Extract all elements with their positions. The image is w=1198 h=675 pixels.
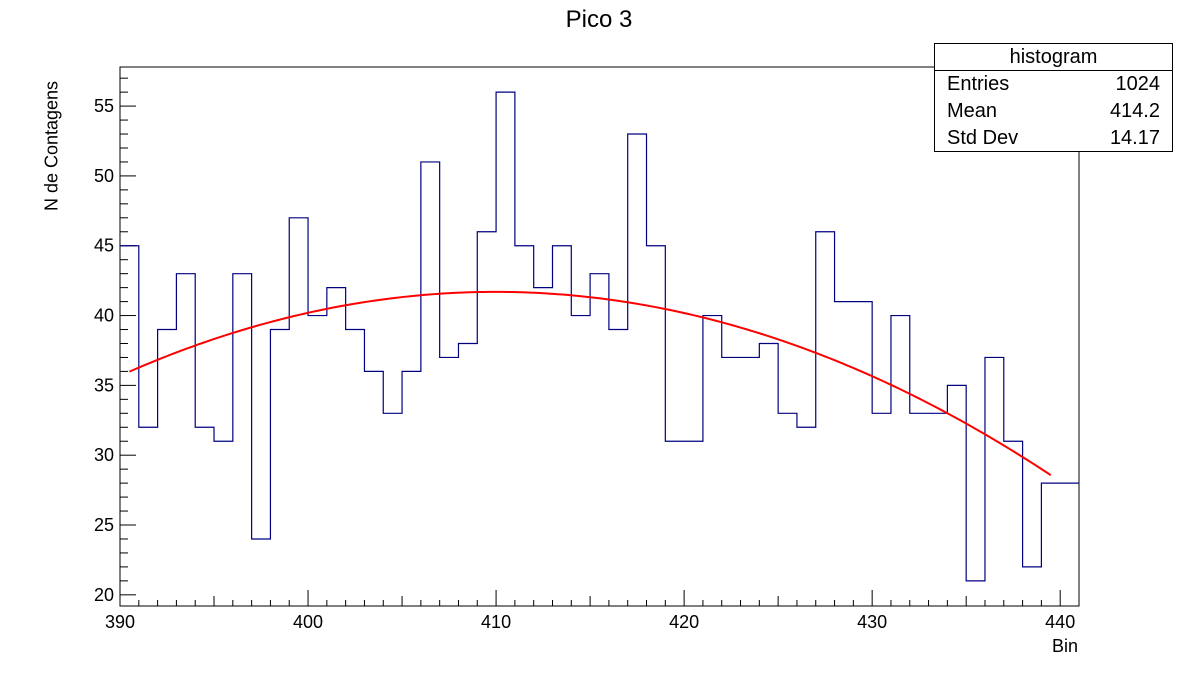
x-tick-label: 440 — [1045, 612, 1075, 632]
y-tick-label: 35 — [94, 375, 114, 395]
x-tick-label: 390 — [105, 612, 135, 632]
stats-value: 14.17 — [1109, 127, 1160, 149]
y-tick-label: 20 — [94, 585, 114, 605]
chart-title: Pico 3 — [565, 6, 633, 33]
fit-curve — [129, 290, 1052, 476]
y-tick-label: 25 — [94, 515, 114, 535]
plot-frame — [119, 66, 1080, 607]
stats-title: histogram — [935, 44, 1172, 71]
stats-label: Mean — [947, 100, 998, 122]
stats-box: histogram Entries 1024 Mean 414.2 Std De… — [934, 43, 1173, 152]
stats-value: 414.2 — [1109, 100, 1160, 122]
x-tick-label: 420 — [669, 612, 699, 632]
y-tick-label: 50 — [94, 166, 114, 186]
x-axis-label: Bin — [1051, 636, 1078, 656]
histogram-series — [120, 91, 1079, 582]
stats-label: Entries — [947, 73, 1010, 95]
y-tick-label: 55 — [94, 96, 114, 116]
x-tick-label: 410 — [481, 612, 511, 632]
stats-row-entries: Entries 1024 — [935, 71, 1172, 98]
x-tick-label: 430 — [857, 612, 887, 632]
y-tick-label: 30 — [94, 445, 114, 465]
stats-label: Std Dev — [947, 127, 1019, 149]
y-tick-label: 40 — [94, 306, 114, 326]
stats-row-mean: Mean 414.2 — [935, 98, 1172, 125]
y-tick-label: 45 — [94, 236, 114, 256]
stats-row-stddev: Std Dev 14.17 — [935, 125, 1172, 152]
stats-value: 1024 — [1115, 73, 1161, 95]
x-tick-label: 400 — [293, 612, 323, 632]
y-axis-label: N de Contagens — [41, 80, 62, 212]
